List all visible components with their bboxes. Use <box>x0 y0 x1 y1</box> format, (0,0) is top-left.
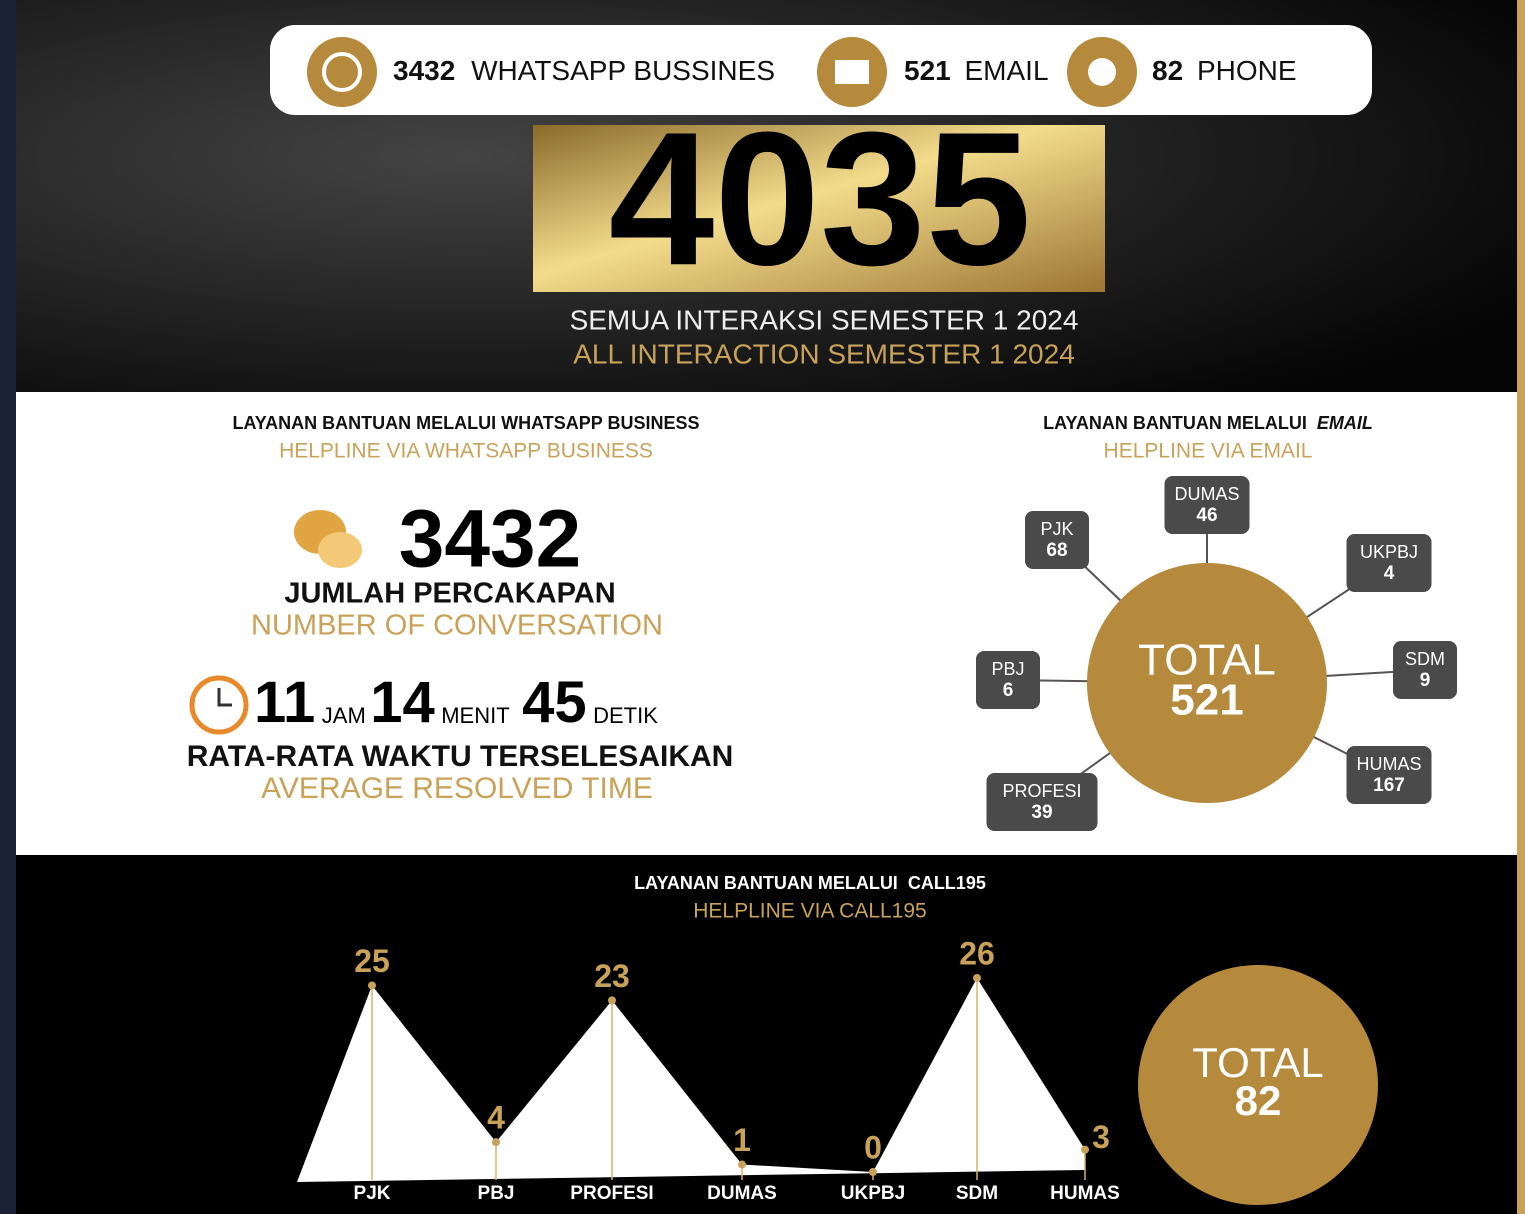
value-label: 3 <box>1092 1119 1110 1155</box>
email-title-text: LAYANAN BANTUAN MELALUI <box>1043 413 1307 433</box>
node-box <box>976 651 1040 709</box>
call-subtitle: HELPLINE VIA CALL195 <box>693 900 926 923</box>
email-total-label: TOTAL <box>1138 636 1276 685</box>
total-interactions: 4035 <box>609 93 1032 305</box>
node-value: 167 <box>1373 775 1405 796</box>
chat-icon <box>318 532 362 568</box>
node-box <box>986 773 1098 831</box>
point <box>368 981 376 990</box>
channel-label: WHATSAPP BUSSINES <box>471 55 775 86</box>
point <box>608 996 616 1005</box>
node-value: 68 <box>1046 540 1067 561</box>
conversations-label: JUMLAH PERCAKAPAN <box>284 578 615 610</box>
node-label: UKPBJ <box>1360 542 1418 562</box>
call-total-circle <box>1138 965 1378 1205</box>
x-tick-label: PBJ <box>478 1183 515 1204</box>
channel-value: 82 <box>1152 55 1183 86</box>
channel-whatsapp: 3432 WHATSAPP BUSSINES <box>393 55 775 86</box>
node-value: 6 <box>1003 680 1014 701</box>
point <box>1081 1145 1089 1154</box>
value-label: 4 <box>487 1100 505 1136</box>
node-label: PJK <box>1040 519 1073 539</box>
email-title: LAYANAN BANTUAN MELALUI EMAIL <box>1043 413 1373 433</box>
email-title-en: HELPLINE VIA EMAIL <box>1104 440 1313 463</box>
node-label: HUMAS <box>1356 754 1421 774</box>
clock-hands <box>217 688 232 707</box>
subtitle: SEMUA INTERAKSI SEMESTER 1 2024 <box>570 304 1079 335</box>
node-value: 9 <box>1420 670 1431 691</box>
whatsapp-title-en: HELPLINE VIA WHATSAPP BUSINESS <box>279 440 653 463</box>
node-value: 46 <box>1196 505 1217 526</box>
x-tick-label: UKPBJ <box>841 1183 905 1204</box>
call-total-label: TOTAL <box>1192 1039 1323 1086</box>
time-label: RATA-RATA WAKTU TERSELESAIKAN <box>187 740 734 773</box>
channel-value: 521 <box>904 55 951 86</box>
node-box <box>1025 511 1089 569</box>
value-label: 23 <box>594 958 630 994</box>
point <box>492 1138 500 1147</box>
node-box <box>1393 641 1457 699</box>
whatsapp-icon <box>307 37 377 107</box>
point <box>973 974 981 982</box>
phone-icon-glyph <box>1088 58 1116 86</box>
value-label: 1 <box>733 1122 751 1158</box>
email-total-circle <box>1087 563 1327 803</box>
email-title-em: EMAIL <box>1317 413 1373 433</box>
conversations-label-en: NUMBER OF CONVERSATION <box>251 610 663 642</box>
minutes-unit: MENIT <box>441 703 509 728</box>
channel-phone: 82 PHONE <box>1152 55 1297 86</box>
hours: 11 <box>254 670 315 735</box>
area <box>297 978 1085 1182</box>
call-total: 82 <box>1235 1077 1282 1124</box>
conversations: 3432 <box>399 494 581 585</box>
email-total: 521 <box>1170 676 1243 725</box>
subtitle-en: ALL INTERACTION SEMESTER 1 2024 <box>573 338 1075 369</box>
channel-value: 3432 <box>393 55 455 86</box>
x-tick-label: DUMAS <box>707 1183 777 1204</box>
seconds-unit: DETIK <box>593 703 658 728</box>
channel-label: EMAIL <box>965 55 1049 86</box>
node-label: SDM <box>1405 649 1445 669</box>
call-title: LAYANAN BANTUAN MELALUI CALL195 <box>634 873 986 893</box>
resolved-time: 11 JAM 14 MENIT 45 DETIK <box>254 670 658 735</box>
whatsapp-icon-ring <box>322 52 362 92</box>
node-label: DUMAS <box>1174 484 1239 504</box>
minutes: 14 <box>370 670 435 735</box>
channel-email: 521 EMAIL <box>904 55 1049 86</box>
hours-unit: JAM <box>322 703 366 728</box>
value-label: 0 <box>864 1129 882 1165</box>
value-label: 26 <box>959 935 995 971</box>
node-label: PBJ <box>991 659 1024 679</box>
x-tick-label: PJK <box>354 1183 391 1204</box>
value-label: 25 <box>354 943 390 979</box>
x-tick-label: PROFESI <box>570 1183 653 1204</box>
right-strip <box>1517 0 1525 1214</box>
total-box <box>533 125 1105 292</box>
node-box <box>1164 476 1250 534</box>
node-box <box>1346 746 1432 804</box>
node-value: 4 <box>1384 563 1395 584</box>
time-label-en: AVERAGE RESOLVED TIME <box>261 772 653 805</box>
whatsapp-title: LAYANAN BANTUAN MELALUI WHATSAPP BUSINES… <box>232 413 699 433</box>
x-tick-label: HUMAS <box>1050 1183 1120 1204</box>
channel-label: PHONE <box>1197 55 1297 86</box>
seconds: 45 <box>522 670 587 735</box>
node-label: PROFESI <box>1002 781 1081 801</box>
node-value: 39 <box>1031 802 1052 823</box>
point <box>869 1168 877 1176</box>
node-box <box>1346 534 1432 592</box>
left-strip <box>0 0 16 1214</box>
point <box>738 1160 746 1169</box>
email-icon-envelope <box>835 60 869 84</box>
x-tick-label: SDM <box>956 1183 998 1204</box>
